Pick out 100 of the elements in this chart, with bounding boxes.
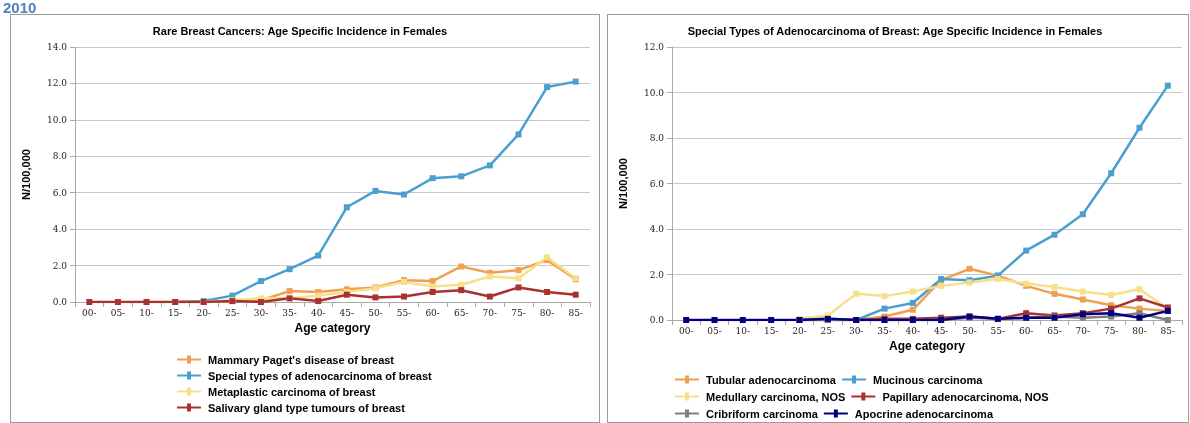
point [114,299,121,305]
y-axis-title: N/100,000 [19,149,32,200]
legend-label: Mucinous carcinoma [872,373,984,386]
x-tick-label: 85- [1160,325,1176,336]
x-tick-label: 30- [848,325,864,336]
x-axis-title: Age category [888,338,966,353]
point [1136,314,1143,321]
text: 2010 [3,0,37,16]
point [315,252,322,259]
point [401,293,408,300]
point [768,317,775,323]
point [372,187,379,194]
point [1164,82,1171,89]
point [881,293,888,300]
x-tick-label: 10- [735,325,751,336]
point [515,267,522,274]
point [401,191,408,198]
y-tick-label: 8.0 [649,133,665,143]
y-tick-label: 12.0 [643,42,665,52]
point [1051,284,1058,291]
point [458,287,465,294]
legend-label: Tubular adenocarcinoma [706,373,837,386]
legend-label: Apocrine adenocarcinoma [854,407,994,420]
x-tick-label: 10- [139,307,154,318]
point [458,263,465,270]
point [515,131,522,138]
point [486,273,493,280]
point [711,317,718,323]
point [1079,296,1086,303]
y-tick-label: 6.0 [649,178,665,189]
point [909,306,916,313]
point [966,265,973,272]
point [1051,290,1058,297]
point [315,298,322,305]
x-tick-label: 50- [368,307,383,318]
x-tick-label: 80- [1132,325,1147,336]
y-axis-title: N/100,000 [616,158,629,209]
x-tick-label: 40- [310,307,326,318]
point [1136,295,1143,302]
y-tick-label: 2.0 [52,260,68,271]
point [515,284,522,291]
chart-title: Rare Breast Cancers: Age Specific Incidence in Females [152,24,448,37]
legend-label: Salivary gland type tumours of breast [208,401,406,414]
point [429,288,436,295]
point [909,288,916,295]
point [143,299,150,305]
x-tick-label: 65- [454,307,469,318]
y-tick-label: 4.0 [52,224,68,235]
point [1079,288,1086,295]
point [515,275,522,282]
point [372,294,379,301]
x-tick-label: 85- [568,307,583,318]
point [1051,231,1058,238]
point [1136,124,1143,131]
point [544,84,551,91]
y-tick-label: 10.0 [46,114,68,125]
point [853,290,860,297]
x-axis-title: Age category [294,320,371,335]
x-tick-label: 75- [1103,325,1119,336]
x-tick-label: 05- [110,307,126,318]
point [86,299,93,305]
x-tick-label: 70- [1075,325,1091,336]
point [429,175,436,182]
x-tick-label: 25- [225,307,240,318]
x-tick-label: 55- [396,307,412,318]
x-tick-label: 20- [792,325,807,336]
point [938,282,945,289]
x-tick-label: 15- [167,307,183,318]
x-tick-label: 55- [990,325,1006,336]
point [1164,317,1171,323]
point [544,288,551,295]
x-tick-label: 05- [707,325,722,336]
x-tick-label: 20- [196,307,211,318]
point [486,293,493,300]
point [286,266,293,273]
point [572,291,579,298]
point [1108,170,1115,177]
legend-label: Special types of adenocarcinoma of breast [208,369,433,382]
point [881,305,888,312]
point [1136,286,1143,293]
x-tick-label: 60- [1018,325,1034,336]
point [1023,247,1030,254]
point [683,317,690,323]
y-tick-label: 12.0 [46,78,68,89]
legend-label: Medullary carcinoma, NOS [706,390,846,403]
x-tick-label: 80- [539,307,555,318]
point [343,204,350,211]
y-tick-label: 14.0 [46,42,68,52]
chart-title: Special Types of Adenocarcinoma of Breast: Age Specific Incidence in Females [687,24,1103,37]
y-tick-label: 4.0 [649,224,665,234]
point [1079,211,1086,218]
point [739,317,746,323]
legend-label: Papillary adenocarcinoma, NOS [882,390,1049,403]
y-tick-label: 10.0 [643,87,665,98]
legend-label: Mammary Paget's disease of breast [208,353,395,366]
point [458,173,465,180]
y-tick-label: 0.0 [52,297,68,307]
y-tick-label: 8.0 [52,151,68,162]
y-tick-label: 0.0 [649,315,665,325]
x-tick-label: 15- [763,325,779,336]
